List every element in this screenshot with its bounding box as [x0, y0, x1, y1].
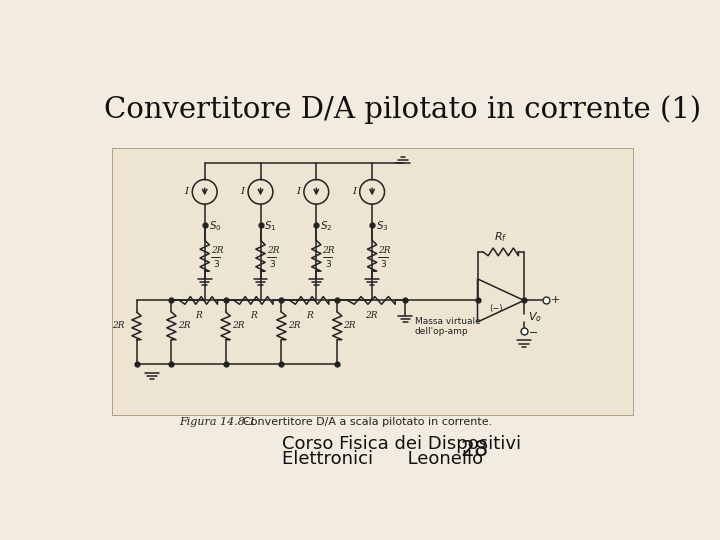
Text: Convertitore D/A pilotato in corrente (1): Convertitore D/A pilotato in corrente (1…	[104, 95, 701, 124]
Text: dell'op-amp: dell'op-amp	[415, 327, 468, 335]
Text: 2R: 2R	[211, 246, 223, 255]
Text: 2R: 2R	[178, 321, 190, 330]
Text: 2R: 2R	[112, 321, 124, 330]
Text: I: I	[240, 187, 244, 195]
Text: I: I	[296, 187, 300, 195]
Text: 3: 3	[381, 260, 387, 269]
Text: $S_0$: $S_0$	[209, 219, 221, 233]
Text: Massa virtuale: Massa virtuale	[415, 318, 480, 326]
Text: 2R: 2R	[232, 321, 244, 330]
Text: $R_f$: $R_f$	[494, 231, 508, 244]
Text: 3: 3	[325, 260, 330, 269]
Text: +: +	[550, 295, 559, 305]
Text: R: R	[195, 311, 202, 320]
Text: 2R: 2R	[266, 246, 279, 255]
Text: 3: 3	[213, 260, 219, 269]
Text: 2R: 2R	[323, 246, 335, 255]
Text: Elettronici      Leonello: Elettronici Leonello	[282, 450, 483, 468]
Text: I: I	[351, 187, 356, 195]
Text: $S_3$: $S_3$	[376, 219, 389, 233]
Text: 2R: 2R	[365, 311, 377, 320]
Text: I: I	[184, 187, 189, 195]
Text: 3: 3	[269, 260, 275, 269]
Text: −: −	[528, 328, 538, 338]
Text: $S_2$: $S_2$	[320, 219, 333, 233]
Text: 2R: 2R	[343, 321, 356, 330]
Text: $V_o$: $V_o$	[528, 310, 542, 324]
Text: R: R	[250, 311, 257, 320]
Text: Figura 14.8-1: Figura 14.8-1	[179, 417, 256, 427]
Text: (−): (−)	[490, 303, 503, 313]
Text: R: R	[306, 311, 312, 320]
Text: 2R: 2R	[378, 246, 391, 255]
Text: 28: 28	[461, 440, 489, 460]
Text: Convertitore D/A a scala pilotato in corrente.: Convertitore D/A a scala pilotato in cor…	[243, 417, 492, 427]
Text: $S_1$: $S_1$	[264, 219, 277, 233]
FancyBboxPatch shape	[112, 148, 632, 415]
Text: 2R: 2R	[287, 321, 300, 330]
Text: Corso Fisica dei Dispositivi: Corso Fisica dei Dispositivi	[282, 435, 521, 453]
